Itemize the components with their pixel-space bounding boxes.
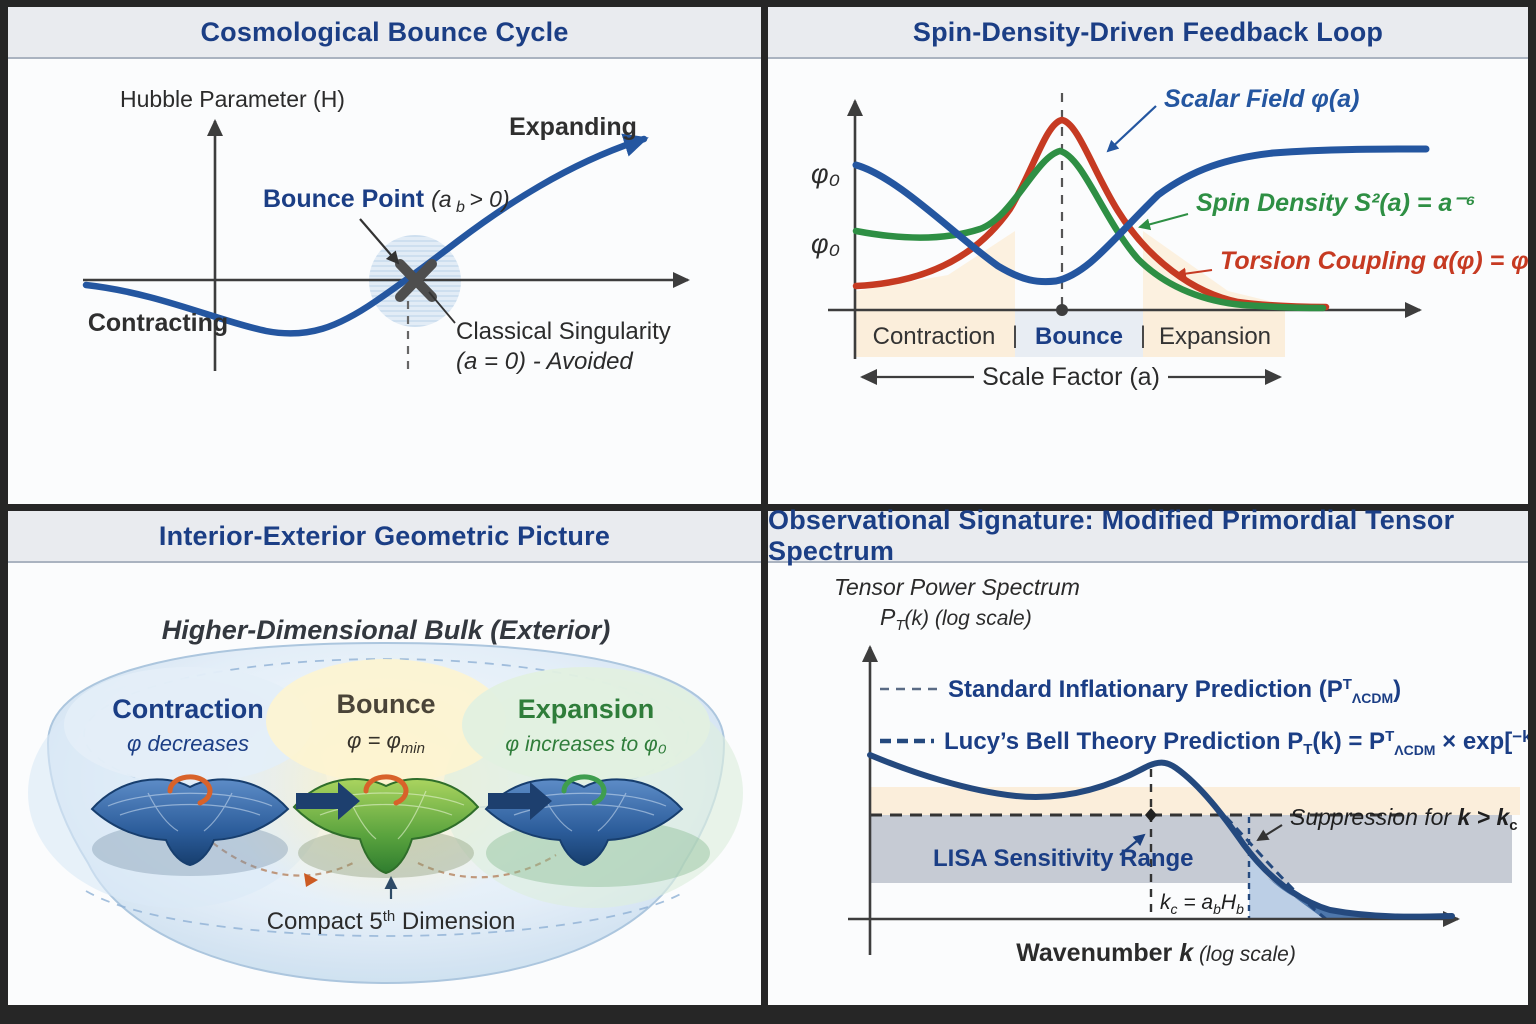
suppressed-area-light	[1249, 854, 1324, 919]
panel-title: Cosmological Bounce Cycle	[200, 16, 569, 47]
panel-geometric-picture: Interior-Exterior Geometric Picture	[8, 511, 761, 1005]
contraction-upper-shade	[856, 231, 1015, 310]
lisa-label: LISA Sensitivity Range	[933, 845, 1194, 872]
bounce-cycle-chart: Hubble Parameter (H) Expanding Contracti…	[82, 86, 690, 375]
stage-expansion-detail: φ increases to φ₀	[505, 733, 666, 756]
phase-separator-2: |	[1140, 322, 1146, 349]
spin-ring-icon	[167, 774, 213, 806]
bounce-pointer-arrow	[359, 218, 400, 265]
scalar-field-curve	[852, 145, 1430, 286]
spin-density-label: Spin Density S²(a) = a⁻⁶	[1196, 189, 1476, 217]
singularity-label-line2: (a = 0) - Avoided	[456, 348, 633, 375]
lisa-band	[870, 815, 1512, 883]
transition-arrow-1	[296, 782, 360, 820]
stage-bounce-name: Bounce	[336, 689, 435, 719]
kc-marker-dot	[1145, 808, 1157, 822]
y-axis-label-line1: Tensor Power Spectrum	[834, 574, 1080, 600]
spin-label-arrow	[1138, 213, 1189, 231]
hubble-curve	[82, 133, 649, 337]
stage-bounce-detail: φ = φmin	[347, 728, 425, 757]
phase-contraction-label: Contraction	[873, 323, 996, 350]
bounce-point-dot	[1056, 304, 1068, 316]
phase-expansion-label: Expansion	[1159, 323, 1271, 350]
phi0-upper-label: φ₀	[811, 159, 840, 189]
lisa-pointer-arrow	[1119, 833, 1146, 856]
panel-body: Hubble Parameter (H) Expanding Contracti…	[8, 59, 761, 504]
singularity-label-line1: Classical Singularity	[456, 318, 671, 345]
trajectory-arrowhead	[304, 873, 318, 887]
tensor-spectrum-chart: Tensor Power Spectrum PT(k) (log scale) …	[834, 574, 1528, 967]
bounce-funnel	[292, 774, 480, 878]
panel-header: Cosmological Bounce Cycle	[8, 7, 761, 59]
panel-bounce-cycle: Cosmological Bounce Cycle	[8, 7, 761, 504]
trajectory-dashed-1	[212, 842, 354, 877]
stage-contraction-detail: φ decreases	[127, 731, 249, 756]
panel-tensor-spectrum: Observational Signature: Modified Primor…	[768, 505, 1528, 1005]
stage-expansion-name: Expansion	[518, 694, 655, 724]
suppression-dashed-curve	[1224, 815, 1327, 921]
transition-arrow-2	[488, 782, 552, 820]
geometric-picture-diagram: Higher-Dimensional Bulk (Exterior) Contr…	[28, 615, 743, 985]
suppression-pointer-arrow	[1256, 824, 1283, 842]
compact-dimension-label: Compact 5th Dimension	[267, 908, 516, 935]
kc-equation-label: kc = abHb	[1160, 891, 1244, 917]
panel-header: Interior-Exterior Geometric Picture	[8, 511, 761, 563]
funnel-gridlines	[107, 792, 273, 832]
phase-separator-1: |	[1012, 322, 1018, 349]
singularity-pointer-line	[428, 291, 456, 324]
panel-title: Interior-Exterior Geometric Picture	[158, 520, 611, 551]
bounce-band	[1015, 310, 1143, 357]
contraction-ellipse	[64, 667, 312, 783]
funnel-surface	[90, 778, 290, 867]
contraction-band	[856, 310, 1015, 357]
trajectory-dashed-2	[417, 854, 557, 879]
contraction-funnel	[90, 774, 290, 876]
expanding-label: Expanding	[509, 113, 637, 141]
spin-ring-icon	[561, 774, 607, 806]
torsion-coupling-label: Torsion Coupling α(φ) = φ⁻²	[1220, 247, 1528, 275]
bulk-label: Higher-Dimensional Bulk (Exterior)	[162, 615, 611, 645]
x-axis-label: Wavenumber k (log scale)	[1016, 939, 1296, 967]
y-axis-label: Hubble Parameter (H)	[120, 86, 345, 112]
panel-title: Spin-Density-Driven Feedback Loop	[912, 16, 1384, 47]
panel-title: Observational Signature: Modified Primor…	[768, 505, 1455, 566]
contracting-label: Contracting	[88, 309, 228, 337]
scalar-label-arrow	[1106, 105, 1157, 153]
phase-bounce-label: Bounce	[1035, 323, 1123, 350]
phi0-lower-label: φ₀	[811, 229, 840, 259]
expansion-ellipse	[462, 667, 710, 783]
panel-header: Observational Signature: Modified Primor…	[768, 505, 1528, 566]
torsion-label-arrow	[1174, 267, 1213, 280]
panel-header: Spin-Density-Driven Feedback Loop	[768, 7, 1528, 59]
panel-body: Tensor Power Spectrum PT(k) (log scale) …	[768, 563, 1528, 1005]
suppression-label: Suppression for k > kc	[1290, 804, 1518, 834]
tensor-spectrum-curve	[867, 752, 1455, 920]
x-axis-label: Scale Factor (a)	[982, 363, 1160, 391]
legend-lucy-label: Lucy’s Bell Theory Prediction PT(k) = PT…	[944, 727, 1528, 758]
legend-standard-label: Standard Inflationary Prediction (PTΛCDM…	[948, 676, 1401, 706]
spin-ring-icon	[363, 774, 409, 806]
singularity-x-mark	[395, 259, 437, 302]
panel-feedback-loop: Spin-Density-Driven Feedback Loop	[768, 7, 1528, 504]
expansion-band	[1143, 310, 1285, 357]
scalar-field-label: Scalar Field φ(a)	[1164, 85, 1359, 113]
panel-body: φ₀ φ₀ Scalar Field φ(a) Spin Density S²(…	[768, 59, 1528, 504]
bounce-ellipse	[266, 659, 506, 783]
stage-contraction-name: Contraction	[112, 694, 264, 724]
y-axis-label-line2: PT(k) (log scale)	[880, 604, 1032, 634]
feedback-loop-chart: φ₀ φ₀ Scalar Field φ(a) Spin Density S²(…	[811, 85, 1528, 391]
panel-body: Higher-Dimensional Bulk (Exterior) Contr…	[8, 563, 761, 1005]
bounce-point-label: Bounce Point (a b > 0)	[263, 185, 510, 216]
bulk-lower-dashed-ring	[85, 890, 687, 937]
